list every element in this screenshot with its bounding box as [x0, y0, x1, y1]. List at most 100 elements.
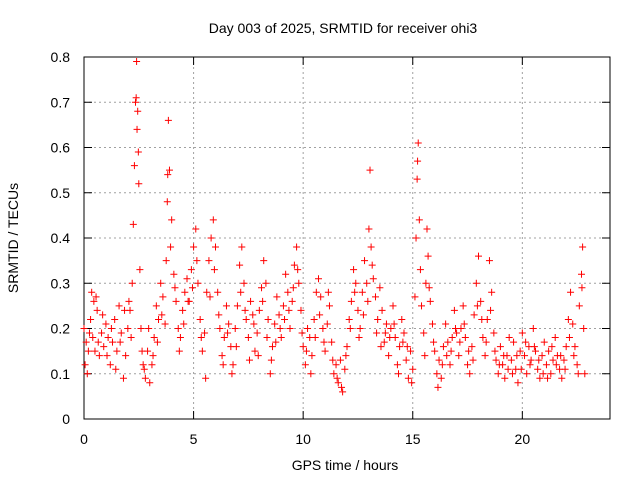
data-point — [315, 275, 323, 283]
data-point — [514, 379, 522, 387]
data-point — [496, 343, 504, 351]
data-point — [229, 361, 237, 369]
y-axis: 0 0.1 0.2 0.3 0.4 0.5 0.6 0.7 0.8 — [51, 49, 610, 427]
data-point — [132, 98, 140, 106]
data-point — [414, 157, 422, 165]
data-point — [459, 302, 467, 310]
data-point — [479, 334, 487, 342]
data-point — [272, 338, 280, 346]
data-point — [122, 352, 130, 360]
data-point — [161, 320, 169, 328]
data-point — [426, 297, 434, 305]
data-point — [575, 302, 583, 310]
data-point — [215, 311, 223, 319]
data-point — [350, 266, 358, 274]
data-point — [244, 334, 252, 342]
data-point — [418, 302, 426, 310]
data-point — [193, 257, 201, 265]
data-point — [435, 356, 443, 364]
data-point — [222, 302, 230, 310]
data-point — [264, 315, 272, 323]
data-point — [102, 320, 110, 328]
data-point — [334, 379, 342, 387]
y-tick-label: 0.8 — [51, 49, 71, 65]
data-point — [133, 58, 141, 66]
data-point — [194, 279, 202, 287]
data-point — [539, 370, 547, 378]
x-tick-label: 10 — [295, 431, 311, 447]
data-point — [321, 347, 329, 355]
data-point — [530, 343, 538, 351]
data-point — [439, 343, 447, 351]
data-point — [389, 302, 397, 310]
data-point — [396, 343, 404, 351]
data-point — [504, 365, 512, 373]
data-point — [176, 334, 184, 342]
data-point — [214, 288, 222, 296]
data-point — [366, 166, 374, 174]
data-point — [565, 334, 573, 342]
data-point — [444, 338, 452, 346]
data-point — [390, 320, 398, 328]
data-point — [85, 329, 93, 337]
data-point — [567, 288, 575, 296]
data-point — [564, 315, 572, 323]
data-point — [316, 311, 324, 319]
y-tick-label: 0.2 — [51, 321, 71, 337]
data-point — [164, 116, 172, 124]
data-point — [466, 370, 474, 378]
x-tick-label: 15 — [405, 431, 421, 447]
data-point — [152, 302, 160, 310]
data-point — [190, 243, 198, 251]
data-point — [262, 279, 270, 287]
data-point — [529, 325, 537, 332]
data-point — [579, 243, 587, 251]
data-point — [351, 288, 359, 296]
data-point — [164, 171, 172, 179]
data-point — [157, 279, 165, 287]
data-point — [465, 347, 473, 355]
data-point — [158, 311, 166, 319]
data-point — [324, 288, 332, 296]
data-point — [488, 288, 496, 296]
data-point — [184, 297, 192, 305]
data-point — [414, 139, 422, 147]
data-point — [400, 329, 408, 337]
data-point — [523, 370, 531, 378]
data-point — [358, 288, 366, 296]
data-point — [216, 325, 224, 332]
data-point — [141, 374, 149, 382]
data-point — [460, 320, 468, 328]
data-point — [380, 338, 388, 346]
data-point — [581, 370, 589, 378]
data-point — [237, 288, 245, 296]
data-point — [253, 329, 261, 337]
data-point — [312, 288, 320, 296]
data-point — [339, 388, 347, 396]
data-point — [580, 325, 588, 332]
data-point — [134, 148, 142, 156]
data-point — [163, 198, 171, 206]
data-point — [420, 329, 428, 337]
data-point — [153, 338, 161, 346]
data-point — [473, 302, 481, 310]
data-point — [347, 297, 355, 305]
data-point — [325, 302, 333, 310]
data-point — [289, 284, 297, 292]
data-point — [209, 216, 217, 224]
data-point — [352, 279, 360, 287]
data-point — [301, 361, 309, 369]
data-point — [308, 352, 316, 360]
data-point — [355, 334, 363, 342]
data-point — [299, 343, 307, 351]
data-point — [442, 320, 450, 328]
data-point — [172, 297, 180, 305]
data-point — [359, 311, 367, 319]
data-point — [245, 356, 253, 364]
data-point — [311, 334, 319, 342]
data-point — [268, 343, 276, 351]
data-point — [573, 361, 581, 369]
data-point — [469, 356, 477, 364]
data-point — [115, 302, 123, 310]
data-point — [279, 302, 287, 310]
